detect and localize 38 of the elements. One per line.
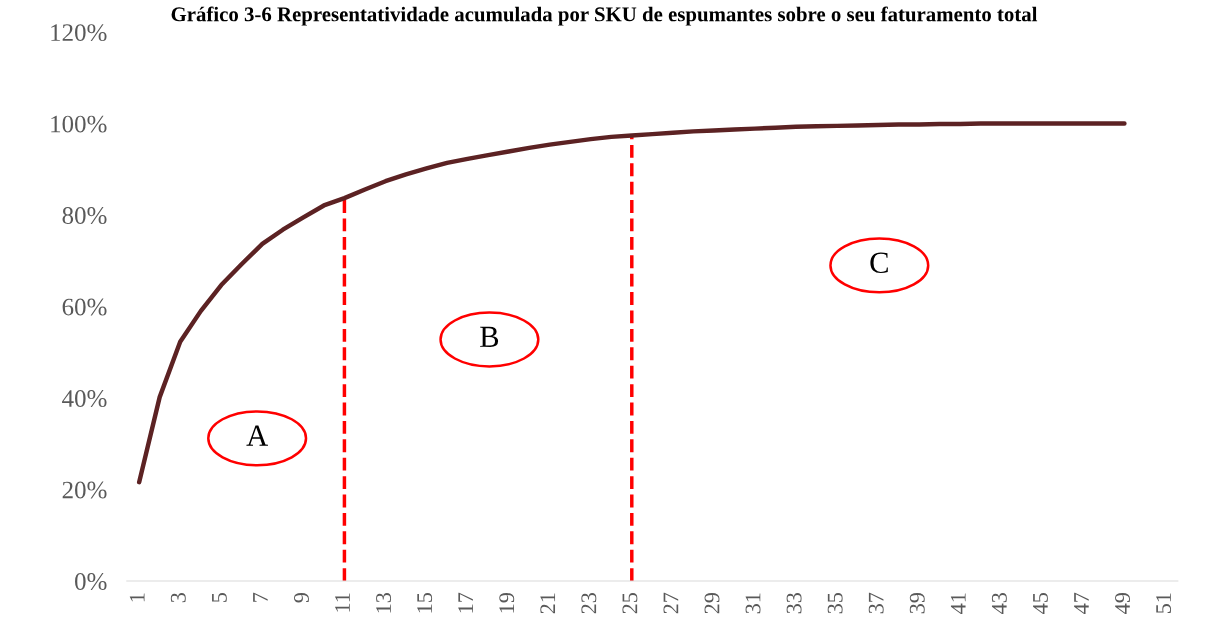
x-tick-label: 11 [335, 593, 350, 612]
y-tick-label: 80% [62, 207, 107, 225]
x-tick-label: 47 [1074, 592, 1089, 614]
x-tick-label: 23 [581, 592, 597, 614]
x-tick-label: 43 [991, 592, 1007, 614]
x-tick-label: 31 [745, 593, 761, 614]
x-tick-label: 37 [868, 592, 884, 614]
annotation: B [480, 326, 499, 347]
x-tick-label: 3 [170, 592, 186, 603]
x-tick-label: 41 [950, 593, 966, 614]
y-tick-label: 60% [62, 298, 107, 316]
x-tick-label: 17 [458, 592, 473, 613]
x-tick-label: 13 [376, 592, 392, 613]
annotation: A [246, 425, 268, 446]
x-tick-label: 15 [417, 592, 433, 613]
y-tick-label: 20% [62, 481, 107, 499]
x-tick-label: 49 [1115, 593, 1130, 614]
x-tick-label: 27 [663, 592, 679, 614]
x-tick-label: 21 [540, 593, 556, 614]
x-tick-label: 45 [1033, 592, 1048, 614]
x-tick-label: 29 [704, 593, 720, 614]
y-tick-label: 0% [75, 573, 107, 591]
y-tick-label: 100% [51, 115, 107, 133]
x-tick-label: 33 [786, 592, 802, 614]
annotation: C [870, 252, 888, 274]
x-tick-label: 35 [827, 592, 843, 614]
x-tick-label: 1 [129, 593, 145, 602]
x-tick-label: 39 [909, 593, 925, 614]
line-series [136, 121, 1127, 485]
x-tick-label: 9 [294, 593, 309, 603]
x-tick-label: 25 [622, 592, 638, 614]
y-tick-label: 120% [51, 24, 107, 42]
x-tick-label: 51 [1156, 593, 1172, 614]
chart-title: Gráfico 3-6 Representatividade acumulada por SKU de espumantes sobre o seu faturamento total [171, 6, 1038, 26]
x-tick-label: 19 [499, 593, 515, 613]
y-tick-label: 40% [62, 390, 107, 408]
x-tick-label: 7 [253, 592, 268, 602]
x-tick-label: 5 [212, 592, 227, 602]
